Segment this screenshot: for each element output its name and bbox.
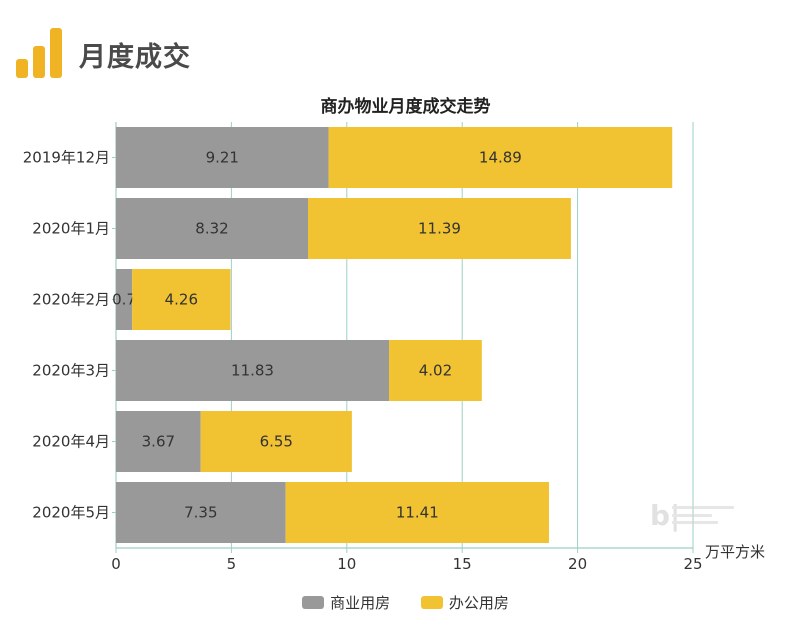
bar-segment-commercial[interactable] [116,127,329,188]
category-label: 2020年1月 [32,220,110,238]
data-label: 0.7 [112,291,136,309]
bar-segment-commercial[interactable] [116,269,133,330]
data-label: 7.35 [184,504,217,522]
x-tick-label: 15 [453,555,472,573]
bar-segment-office[interactable] [132,269,231,330]
bar-segment-commercial[interactable] [116,411,201,472]
data-label: 11.39 [418,220,461,238]
legend-label-office: 办公用房 [448,594,509,612]
bar-segment-office[interactable] [285,482,549,543]
legend: 商业用房 办公用房 [0,592,811,613]
legend-item-office[interactable]: 办公用房 [420,592,509,613]
legend-swatch-commercial [302,596,325,609]
chart-title: 商办物业月度成交走势 [320,97,491,117]
category-label: 2020年4月 [32,433,110,451]
x-tick-label: 20 [568,555,587,573]
section-title: 月度成交 [79,42,191,73]
bar-segment-office[interactable] [308,198,571,259]
data-label: 14.89 [479,149,522,167]
bar-segment-commercial[interactable] [116,482,286,543]
legend-label-commercial: 商业用房 [330,594,391,612]
data-label: 11.41 [396,504,439,522]
category-label: 2020年3月 [32,362,110,380]
data-label: 4.26 [165,291,198,309]
x-tick-label: 5 [227,555,237,573]
data-label: 4.02 [419,362,452,380]
x-tick-label: 10 [337,555,356,573]
bar-segment-commercial[interactable] [116,340,390,401]
bar-segment-office[interactable] [200,411,352,472]
legend-item-commercial[interactable]: 商业用房 [302,592,390,613]
x-axis-unit-label: 万平方米 [705,543,765,561]
data-label: 3.67 [142,433,175,451]
category-label: 2020年2月 [32,291,110,309]
x-tick-label: 25 [683,555,702,573]
data-label: 6.55 [260,433,293,451]
bar-segment-office[interactable] [389,340,482,401]
data-label: 8.32 [195,220,228,238]
data-label: 11.83 [231,362,274,380]
x-tick-label: 0 [111,555,121,573]
bar-segment-office[interactable] [328,127,673,188]
category-label: 2019年12月 [23,149,110,167]
data-label: 9.21 [206,149,239,167]
category-label: 2020年5月 [32,504,110,522]
watermark-logo: b| [650,500,742,534]
legend-swatch-office [420,596,443,609]
bar-chart-icon [16,28,64,78]
bar-segment-commercial[interactable] [116,198,309,259]
